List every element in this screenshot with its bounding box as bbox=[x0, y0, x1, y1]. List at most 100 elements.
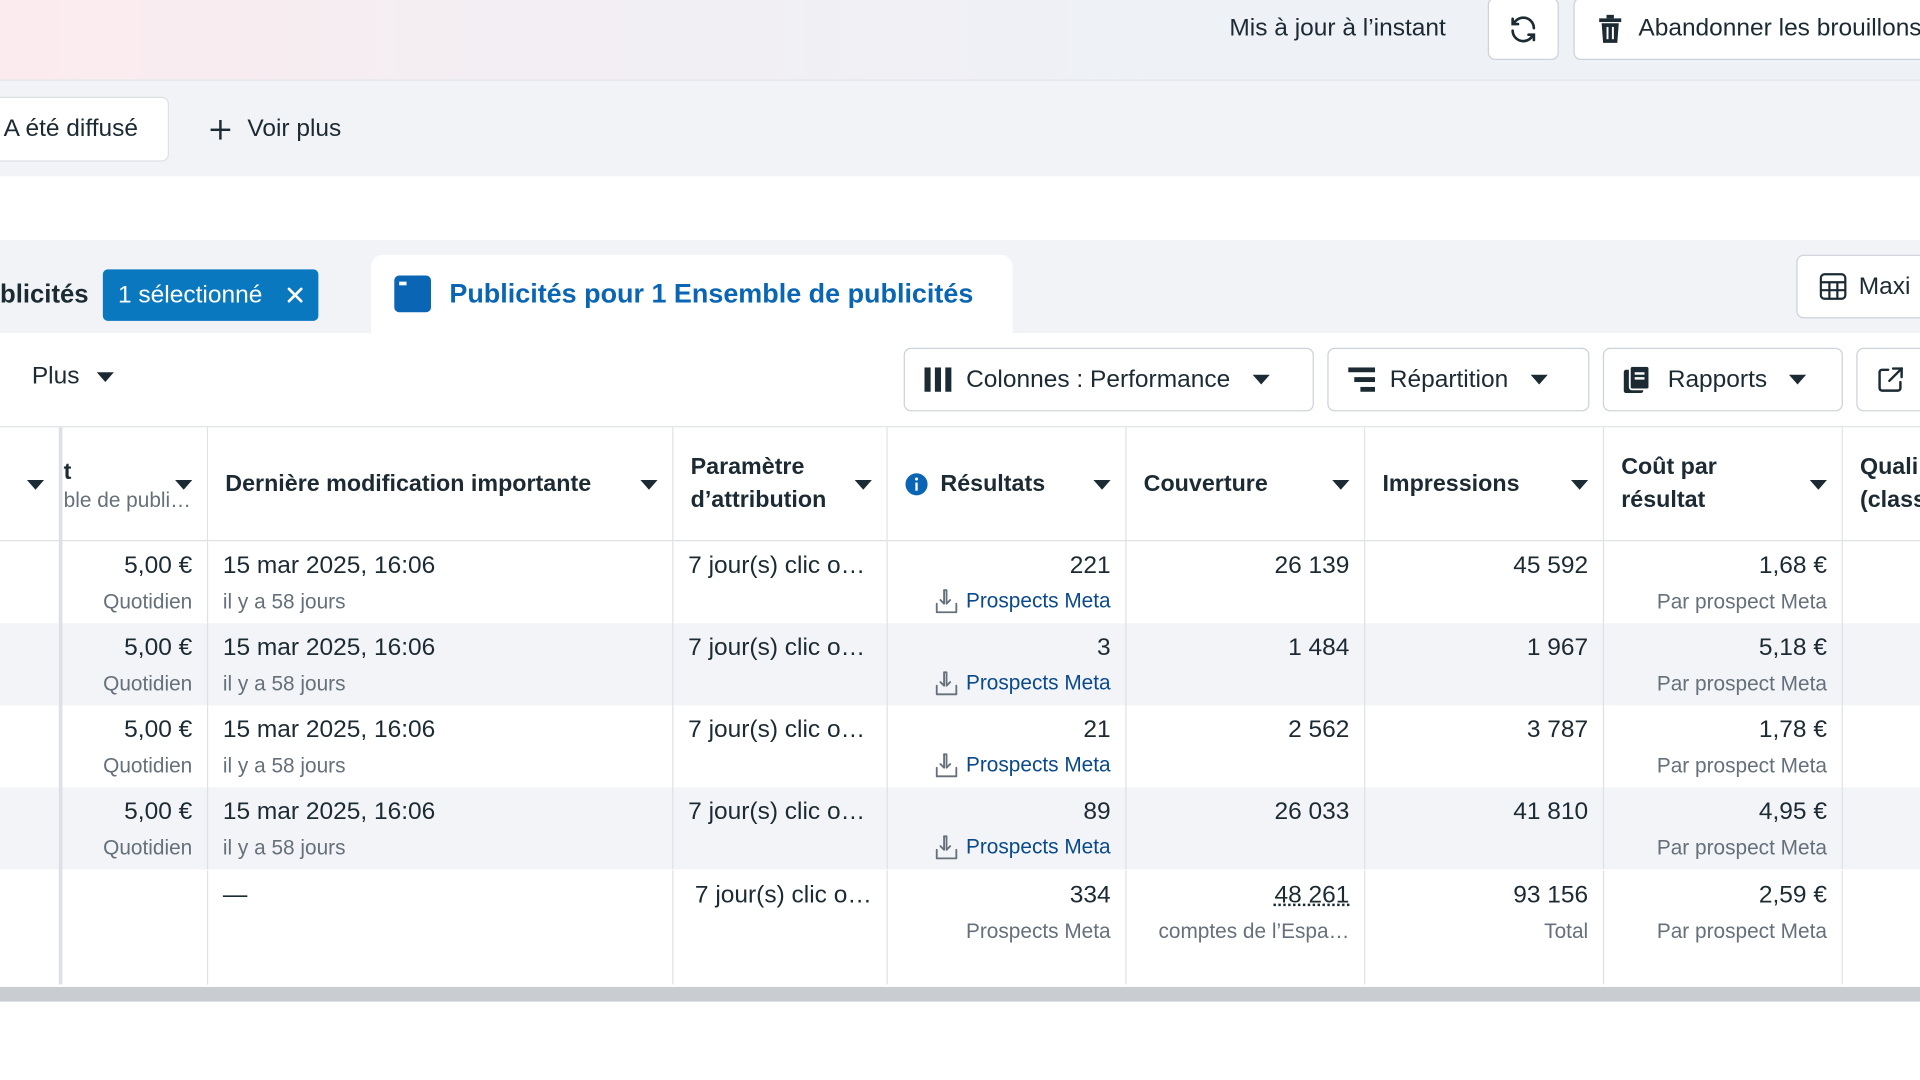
breakdown-button[interactable]: Répartition bbox=[1327, 347, 1590, 412]
totals-reach-sub: comptes de l’Espa… bbox=[1158, 919, 1350, 943]
reports-label: Rapports bbox=[1667, 365, 1768, 393]
column-header-impressions[interactable]: Impressions bbox=[1365, 427, 1605, 542]
cost-type: Par prospect Meta bbox=[1656, 672, 1827, 696]
refresh-button[interactable] bbox=[1487, 0, 1559, 61]
more-menu-label: Plus bbox=[31, 362, 80, 390]
export-button[interactable] bbox=[1856, 347, 1920, 412]
tab-ad-sets-label: blicités bbox=[0, 280, 89, 309]
totals-budget-cell bbox=[0, 870, 209, 985]
reach-cell: 2 562 bbox=[1127, 705, 1366, 788]
info-icon[interactable] bbox=[905, 472, 928, 495]
impressions-cell: 3 787 bbox=[1365, 705, 1605, 788]
budget-type: Quotidien bbox=[103, 590, 193, 614]
tab-ad-sets[interactable]: blicités 1 sélectionné bbox=[0, 257, 355, 333]
totals-cost: 2,59 € bbox=[1758, 881, 1827, 909]
columns-button[interactable]: Colonnes : Performance bbox=[903, 347, 1314, 412]
budget-cell[interactable]: 5,00 € Quotidien bbox=[0, 541, 209, 624]
attribution-value: 7 jour(s) clic o… bbox=[688, 716, 866, 744]
tab-ads-label: Publicités pour 1 Ensemble de publicités bbox=[449, 277, 974, 309]
filter-chip-delivered[interactable]: A été diffusé bbox=[0, 96, 169, 162]
more-menu[interactable]: Plus bbox=[32, 362, 114, 390]
last-edit-ago: il y a 58 jours bbox=[222, 590, 346, 614]
column-header-budget[interactable]: t ble de publi… bbox=[0, 427, 209, 542]
refresh-icon bbox=[1511, 15, 1536, 42]
budget-cell[interactable]: 5,00 € Quotidien bbox=[0, 623, 209, 706]
totals-reach[interactable]: 48 261 bbox=[1274, 881, 1350, 909]
chevron-down-icon bbox=[175, 480, 193, 490]
budget-value: 5,00 € bbox=[124, 634, 193, 662]
table-icon bbox=[1819, 273, 1847, 300]
filter-chip-label: A été diffusé bbox=[3, 115, 139, 143]
table-row[interactable]: 5,00 € Quotidien 15 mar 2025, 16:06 il y a … bbox=[0, 705, 1920, 788]
results-cell: 89 Prospects Meta bbox=[888, 787, 1127, 870]
results-type-link[interactable]: Prospects Meta bbox=[934, 752, 1111, 779]
attribution-cell: 7 jour(s) clic o… bbox=[673, 705, 888, 788]
column-header-results[interactable]: Résultats bbox=[887, 427, 1127, 542]
budget-header-sublabel: ble de publi… bbox=[63, 487, 191, 512]
impressions-value: 41 810 bbox=[1513, 798, 1589, 826]
last-edit-cell: 15 mar 2025, 16:06 il y a 58 jours bbox=[208, 623, 674, 706]
results-type-link[interactable]: Prospects Meta bbox=[934, 670, 1111, 697]
results-type-link[interactable]: Prospects Meta bbox=[934, 834, 1111, 861]
totals-impressions: 93 156 bbox=[1513, 881, 1589, 909]
totals-reach-cell: 48 261 comptes de l’Espa… bbox=[1127, 870, 1366, 985]
view-mode-button[interactable]: Maxi bbox=[1796, 254, 1920, 319]
results-value: 3 bbox=[1096, 634, 1111, 662]
results-type-label: Prospects Meta bbox=[965, 671, 1111, 695]
column-header-reach[interactable]: Couverture bbox=[1126, 427, 1366, 542]
chevron-down-icon bbox=[1571, 480, 1589, 490]
reports-button[interactable]: Rapports bbox=[1602, 347, 1843, 412]
last-edit-ago: il y a 58 jours bbox=[222, 754, 346, 778]
budget-value: 5,00 € bbox=[124, 552, 193, 580]
tab-ads[interactable]: Publicités pour 1 Ensemble de publicités bbox=[371, 254, 1013, 334]
reports-icon bbox=[1623, 366, 1651, 394]
last-edit-date: 15 mar 2025, 16:06 bbox=[222, 552, 436, 580]
level-tabs: blicités 1 sélectionné Publicités pour 1… bbox=[0, 240, 1920, 334]
attribution-cell: 7 jour(s) clic o… bbox=[673, 787, 888, 870]
reach-value: 26 033 bbox=[1274, 798, 1350, 826]
budget-cell[interactable]: 5,00 € Quotidien bbox=[0, 787, 209, 870]
see-more-button[interactable]: Voir plus bbox=[208, 97, 341, 162]
column-header-attribution[interactable]: Paramètre d’attribution bbox=[673, 427, 888, 542]
table-row[interactable]: 5,00 € Quotidien 15 mar 2025, 16:06 il y a … bbox=[0, 541, 1920, 624]
trash-icon bbox=[1599, 14, 1622, 43]
reach-value: 1 484 bbox=[1288, 634, 1350, 662]
totals-date-cell: — bbox=[208, 870, 674, 985]
totals-date: — bbox=[222, 881, 248, 909]
selection-badge-label: 1 sélectionné bbox=[118, 281, 263, 308]
chevron-down-icon bbox=[640, 480, 658, 490]
last-edit-ago: il y a 58 jours bbox=[222, 836, 346, 860]
chevron-down-icon bbox=[1530, 374, 1548, 385]
budget-value: 5,00 € bbox=[124, 798, 193, 826]
reach-value: 26 139 bbox=[1274, 552, 1350, 580]
attribution-cell: 7 jour(s) clic o… bbox=[673, 541, 888, 624]
reach-cell: 26 033 bbox=[1127, 787, 1366, 870]
breakdown-label: Répartition bbox=[1389, 365, 1509, 393]
external-link-icon bbox=[1878, 367, 1903, 392]
column-header-last-edit[interactable]: Dernière modification importante bbox=[208, 427, 674, 542]
attribution-header-label: Paramètre d’attribution bbox=[690, 454, 827, 514]
results-type-label: Prospects Meta bbox=[965, 588, 1111, 613]
table-row[interactable]: 5,00 € Quotidien 15 mar 2025, 16:06 il y a … bbox=[0, 787, 1920, 870]
attribution-value: 7 jour(s) clic o… bbox=[688, 552, 866, 580]
results-value: 221 bbox=[1069, 552, 1111, 580]
chevron-down-icon bbox=[1789, 374, 1807, 385]
discard-drafts-label: Abandonner les brouillons bbox=[1638, 14, 1920, 42]
lead-download-icon bbox=[935, 753, 958, 778]
chevron-down-icon bbox=[1252, 374, 1270, 385]
close-icon[interactable] bbox=[287, 287, 304, 304]
last-updated-text: Mis à jour à l’instant bbox=[1229, 14, 1446, 42]
table-row[interactable]: 5,00 € Quotidien 15 mar 2025, 16:06 il y a … bbox=[0, 623, 1920, 706]
column-header-cost-per-result[interactable]: Coût par résultat bbox=[1604, 427, 1843, 542]
lead-download-icon bbox=[935, 671, 958, 696]
cost-value: 5,18 € bbox=[1758, 634, 1827, 662]
results-type-label: Prospects Meta bbox=[965, 753, 1111, 777]
reach-value: 2 562 bbox=[1288, 716, 1350, 744]
column-header-quality[interactable]: Quali (class bbox=[1842, 427, 1920, 542]
cost-cell: 1,68 € Par prospect Meta bbox=[1604, 541, 1843, 624]
discard-drafts-button[interactable]: Abandonner les brouillons bbox=[1573, 0, 1920, 61]
results-type-link[interactable]: Prospects Meta bbox=[934, 588, 1111, 615]
horizontal-scrollbar[interactable] bbox=[0, 986, 1920, 1002]
budget-cell[interactable]: 5,00 € Quotidien bbox=[0, 705, 209, 788]
